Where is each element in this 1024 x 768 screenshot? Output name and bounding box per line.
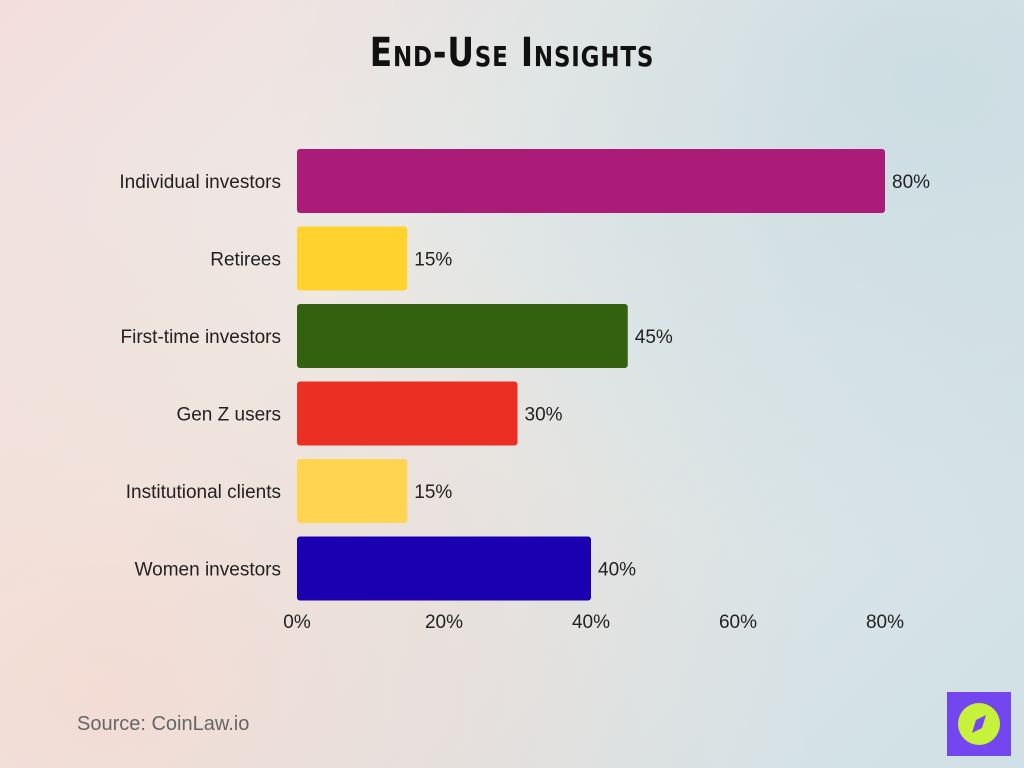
x-tick-label: 80% — [866, 612, 904, 633]
value-label: 30% — [525, 405, 563, 426]
category-label: Retirees — [210, 250, 281, 271]
x-tick-label: 0% — [283, 612, 311, 633]
x-tick-label: 20% — [425, 612, 463, 633]
x-tick-label: 60% — [719, 612, 757, 633]
source-note: Source: CoinLaw.io — [77, 713, 250, 735]
value-label: 15% — [414, 250, 452, 271]
bar — [297, 381, 518, 446]
category-label: Gen Z users — [176, 405, 281, 426]
category-label: Individual investors — [119, 172, 281, 193]
bar — [297, 226, 408, 291]
compass-icon — [958, 703, 1000, 745]
logo — [947, 692, 1011, 756]
bar — [297, 536, 591, 601]
category-label: First-time investors — [121, 327, 281, 348]
value-label: 80% — [892, 172, 930, 193]
value-label: 45% — [635, 327, 673, 348]
bar — [297, 149, 885, 213]
value-label: 15% — [414, 482, 452, 503]
category-label: Women investors — [135, 560, 281, 581]
bar — [297, 459, 408, 523]
x-tick-label: 40% — [572, 612, 610, 633]
value-label: 40% — [598, 560, 636, 581]
bar — [297, 304, 628, 368]
category-label: Institutional clients — [126, 482, 281, 503]
chart-title: End-Use Insights — [369, 30, 655, 76]
